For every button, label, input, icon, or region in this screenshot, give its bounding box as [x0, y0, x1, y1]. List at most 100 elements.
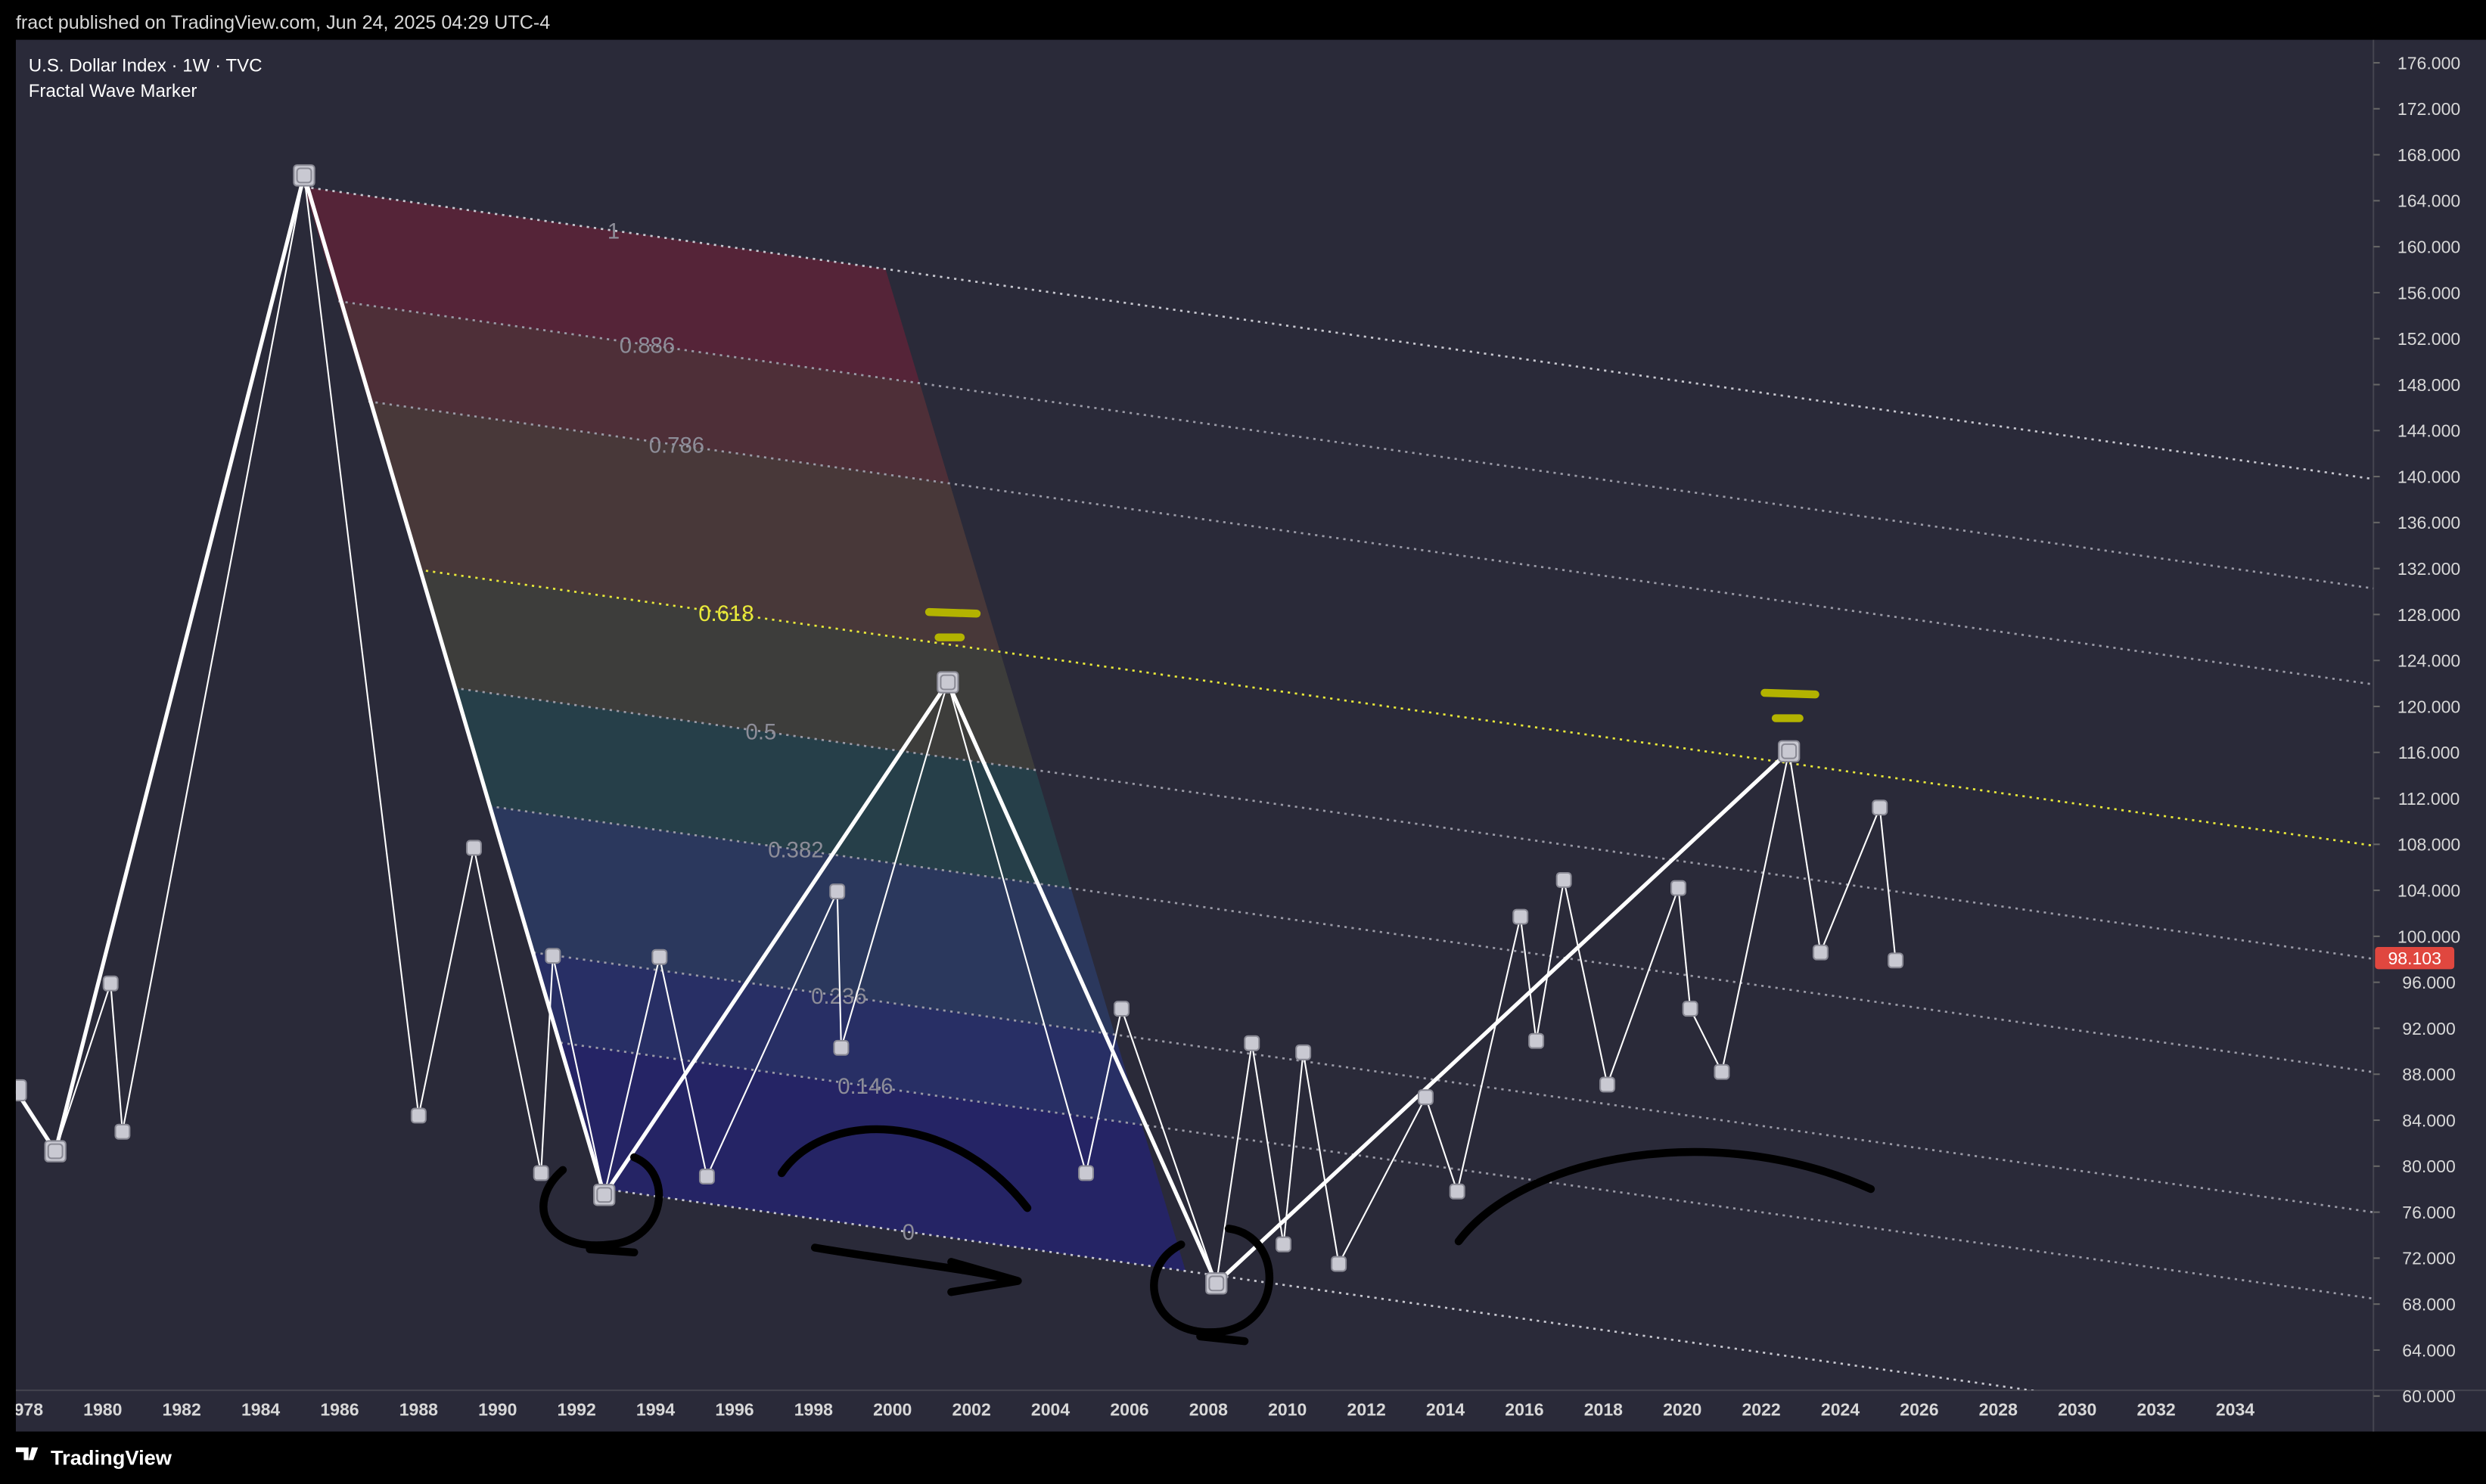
pivot-marker — [1512, 908, 1529, 925]
pivot-marker — [833, 1039, 850, 1056]
pivot-marker — [1276, 1236, 1292, 1253]
x-tick-label: 2006 — [1110, 1400, 1148, 1420]
pivot-marker — [102, 975, 119, 992]
y-tick-label: 88.000 — [2402, 1065, 2456, 1085]
x-tick-label: 2024 — [1821, 1400, 1860, 1420]
fib-level-line — [489, 805, 2374, 1073]
pivot-marker — [545, 948, 561, 964]
y-tick-label: 140.000 — [2397, 467, 2460, 486]
plot: 1 0.886 0.786 0.618 0.5 0.382 0.236 0.146 0 — [15, 164, 2374, 1391]
x-tick-label: 1980 — [83, 1400, 122, 1420]
y-tick-label: 84.000 — [2402, 1110, 2456, 1130]
pivot-marker — [465, 840, 482, 856]
y-tick-label: 72.000 — [2402, 1249, 2456, 1268]
pivot-marker — [651, 948, 668, 965]
pivot-marker — [829, 883, 846, 900]
pivot-marker — [1555, 871, 1572, 888]
y-tick-label: 104.000 — [2397, 880, 2460, 900]
y-tick-label: 156.000 — [2397, 283, 2460, 303]
fib-level-label: 1 — [608, 219, 620, 244]
pivot-marker — [533, 1165, 549, 1181]
pivot-marker — [1449, 1183, 1465, 1200]
y-tick-label: 112.000 — [2398, 789, 2460, 809]
pivot-marker — [1208, 1275, 1225, 1292]
pivot-marker — [1295, 1044, 1312, 1060]
x-tick-label: 2004 — [1031, 1400, 1070, 1420]
pivot-marker — [1331, 1256, 1347, 1272]
fib-band — [454, 688, 1071, 889]
x-tick-label: 2020 — [1663, 1400, 1701, 1420]
pivot-marker — [1714, 1063, 1730, 1080]
x-tick-label: 1992 — [558, 1400, 596, 1420]
pivot-marker — [1682, 1001, 1698, 1017]
y-tick-label: 168.000 — [2397, 145, 2460, 165]
y-tick-label: 60.000 — [2402, 1386, 2456, 1406]
fib-level-line — [560, 1042, 2374, 1300]
fib-level-label: 0.146 — [837, 1074, 893, 1099]
pivot-marker — [1812, 944, 1829, 961]
pivot-marker — [1417, 1089, 1434, 1106]
fib-level-label: 0.786 — [649, 433, 704, 458]
fib-band — [418, 570, 1036, 771]
x-tick-label: 2028 — [1979, 1400, 2018, 1420]
x-tick-label: 2014 — [1426, 1400, 1465, 1420]
x-tick-label: 2002 — [952, 1400, 991, 1420]
last-price-label: 98.103 — [2388, 948, 2441, 968]
pivot-marker — [15, 1079, 27, 1102]
pivot-marker — [296, 167, 312, 184]
pivot-marker — [1078, 1165, 1095, 1181]
x-tick-label: 2018 — [1584, 1400, 1623, 1420]
y-tick-label: 152.000 — [2397, 329, 2460, 349]
pivot-marker — [1599, 1076, 1616, 1093]
y-tick-label: 96.000 — [2402, 973, 2456, 992]
x-tick-label: 1998 — [794, 1400, 833, 1420]
fib-level-label: 0.618 — [698, 601, 754, 626]
fib-level-line — [533, 951, 2374, 1214]
y-tick-label: 160.000 — [2397, 238, 2460, 257]
fib-level-line — [368, 400, 2374, 686]
wave-line — [54, 174, 1897, 1284]
brand: TradingView — [51, 1446, 172, 1470]
y-tick-label: 172.000 — [2397, 99, 2460, 119]
published-note: fract published on TradingView.com, Jun … — [16, 12, 550, 33]
y-tick-label: 92.000 — [2402, 1019, 2456, 1038]
y-tick-label: 80.000 — [2402, 1156, 2456, 1176]
y-tick-label: 132.000 — [2397, 559, 2460, 579]
x-tick-label: 1990 — [478, 1400, 517, 1420]
fib-band — [338, 301, 950, 484]
fib-level-label: 0.886 — [620, 333, 675, 358]
fib-band — [368, 401, 1001, 652]
x-tick-label: 1988 — [399, 1400, 438, 1420]
fib-level-line — [604, 1188, 2038, 1391]
y-tick-label: 148.000 — [2397, 375, 2460, 395]
fib-band — [533, 952, 1142, 1125]
y-tick-label: 116.000 — [2398, 743, 2460, 762]
x-tick-label: 1994 — [636, 1400, 675, 1420]
x-tick-label: 1978 — [5, 1400, 43, 1420]
pivot-marker — [1872, 799, 1888, 816]
x-tick-label: 2034 — [2216, 1400, 2254, 1420]
y-tick-label: 124.000 — [2397, 651, 2460, 671]
fib-level-label: 0.382 — [768, 838, 823, 863]
x-tick-label: 2032 — [2136, 1400, 2175, 1420]
x-tick-label: 2030 — [2058, 1400, 2096, 1420]
x-tick-label: 1984 — [241, 1400, 280, 1420]
y-tick-label: 108.000 — [2397, 835, 2460, 855]
fib-level-label: 0.5 — [746, 719, 777, 744]
x-tick-label: 2000 — [873, 1400, 912, 1420]
y-tick-label: 136.000 — [2397, 513, 2460, 532]
pivot-marker — [940, 674, 956, 691]
x-tick-label: 2012 — [1347, 1400, 1386, 1420]
last-price-box — [2375, 947, 2455, 970]
pivot-marker — [1888, 952, 1904, 969]
y-tick-label: 100.000 — [2397, 927, 2460, 946]
y-tick-label: 76.000 — [2402, 1203, 2456, 1222]
pivot-marker — [410, 1107, 427, 1124]
y-axis: 60.000 64.000 68.000 72.000 76.000 80.000 84.0… — [2373, 53, 2460, 1406]
pivot-marker — [596, 1187, 613, 1203]
annotations — [924, 607, 1819, 722]
x-tick-label: 2026 — [1900, 1400, 1938, 1420]
y-tick-label: 68.000 — [2402, 1295, 2456, 1315]
pivot-marker — [47, 1143, 64, 1160]
